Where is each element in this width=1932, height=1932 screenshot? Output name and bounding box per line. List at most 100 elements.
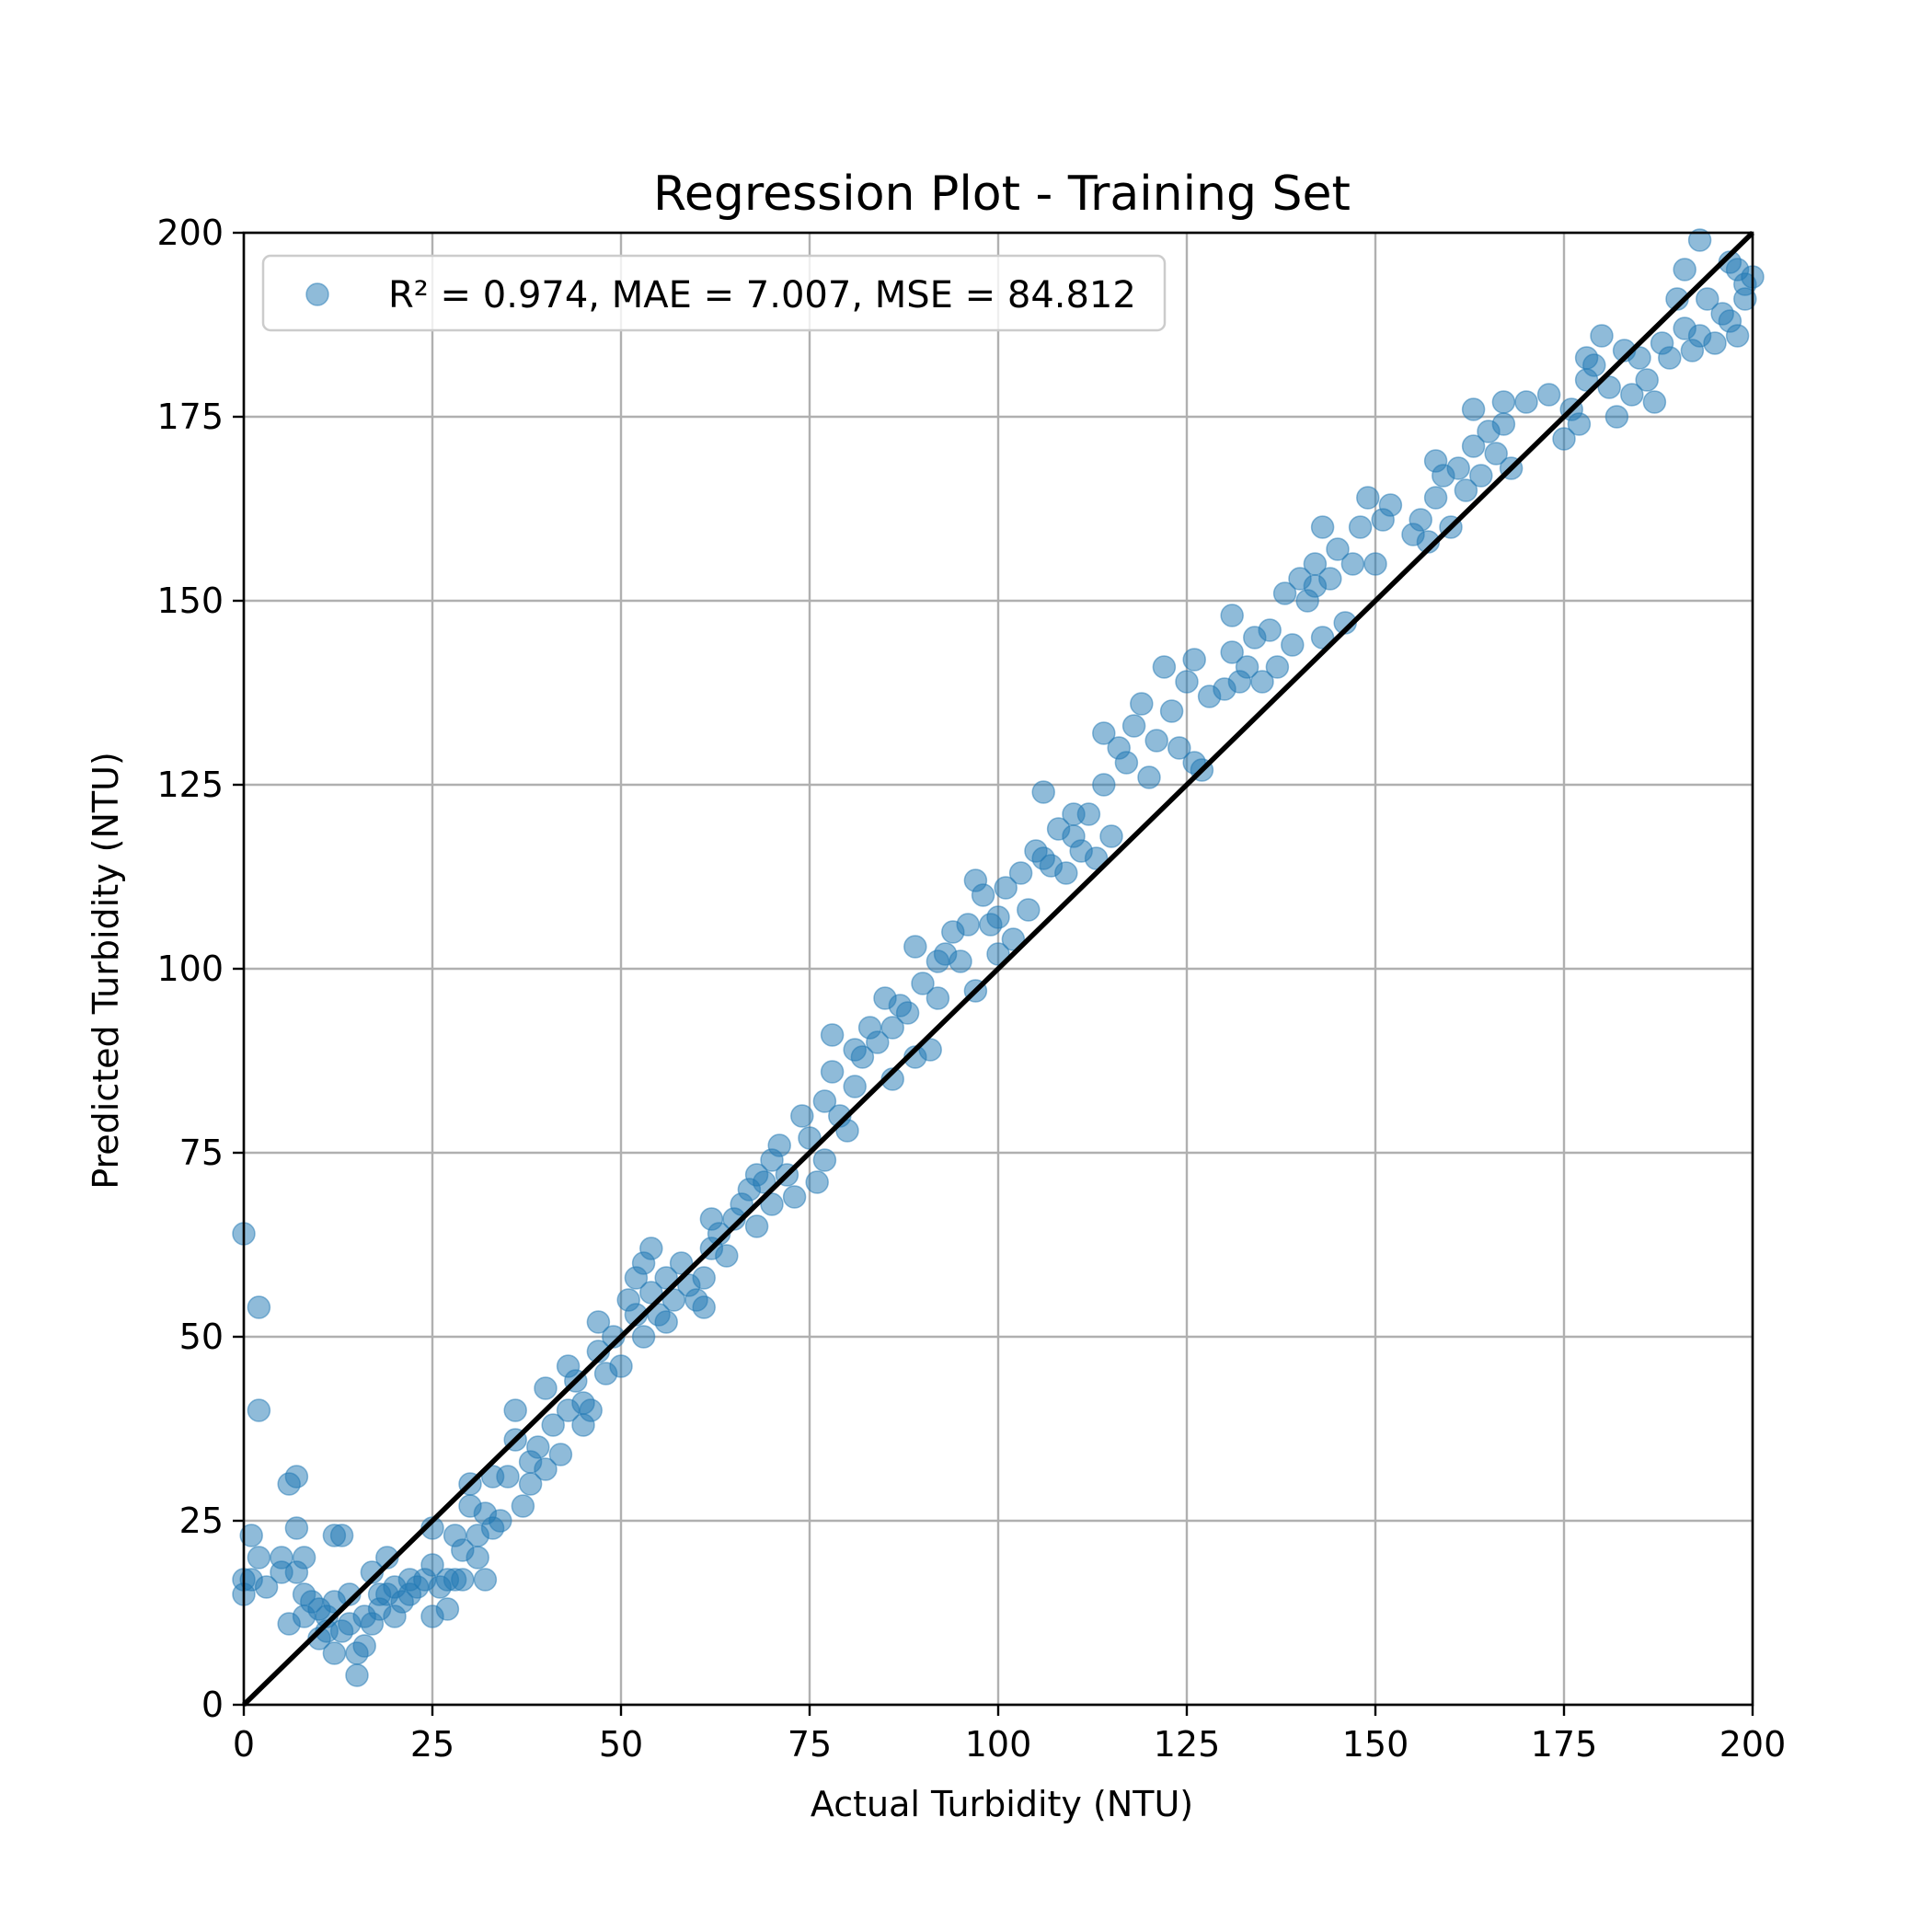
- data-point: [1137, 765, 1161, 789]
- data-point: [949, 949, 972, 973]
- data-point: [895, 1001, 920, 1025]
- data-point: [254, 1575, 279, 1599]
- data-point: [247, 1546, 271, 1570]
- x-tick-label: 200: [1719, 1724, 1787, 1765]
- data-point: [1167, 736, 1191, 760]
- legend-box: [261, 254, 1167, 332]
- data-point: [812, 1089, 837, 1113]
- data-point: [1092, 773, 1116, 797]
- data-point: [609, 1354, 633, 1378]
- data-point: [715, 1244, 739, 1268]
- data-point: [1703, 331, 1727, 355]
- data-point: [639, 1236, 663, 1260]
- data-point: [239, 1524, 263, 1547]
- data-point: [1159, 699, 1184, 723]
- data-point: [1258, 618, 1282, 642]
- data-point: [435, 1597, 460, 1621]
- data-point: [496, 1465, 520, 1489]
- data-point: [1017, 898, 1041, 922]
- y-tick-label: 175: [156, 397, 224, 437]
- data-point: [805, 1170, 829, 1194]
- data-point: [1423, 486, 1448, 510]
- y-tick-label: 100: [156, 949, 224, 989]
- data-point: [1054, 861, 1078, 885]
- data-point: [1031, 780, 1055, 804]
- data-point: [1272, 581, 1297, 605]
- data-point: [1099, 824, 1123, 848]
- data-point: [473, 1568, 498, 1592]
- data-point: [1461, 397, 1486, 421]
- data-point: [1220, 604, 1244, 627]
- data-point: [1673, 258, 1696, 282]
- data-point: [835, 1119, 859, 1143]
- data-point: [866, 1030, 890, 1054]
- data-point: [1604, 405, 1629, 429]
- legend-label: R² = 0.974, MAE = 7.007, MSE = 84.812: [388, 274, 1136, 316]
- data-point: [1567, 412, 1592, 436]
- data-point: [692, 1295, 716, 1319]
- data-point: [1409, 508, 1432, 532]
- data-point: [1363, 552, 1387, 576]
- data-point: [956, 913, 980, 937]
- data-point: [1590, 324, 1614, 348]
- data-point: [669, 1251, 694, 1275]
- data-point: [451, 1568, 475, 1592]
- y-tick-label: 50: [179, 1317, 224, 1357]
- data-point: [1182, 648, 1206, 672]
- data-point: [1469, 464, 1493, 488]
- data-point: [639, 1281, 663, 1305]
- data-point: [760, 1192, 784, 1216]
- data-point: [1130, 692, 1154, 716]
- data-point: [284, 1465, 309, 1489]
- data-point: [284, 1516, 309, 1540]
- data-point: [1114, 751, 1139, 775]
- data-point: [511, 1494, 535, 1518]
- data-point: [1144, 729, 1168, 753]
- data-point: [1461, 434, 1486, 458]
- x-tick-label: 0: [233, 1724, 255, 1765]
- data-point: [918, 1038, 942, 1062]
- data-point: [1446, 456, 1470, 480]
- data-point: [1008, 861, 1033, 885]
- data-point: [1152, 655, 1177, 679]
- y-axis-title: Predicted Turbidity (NTU): [86, 752, 126, 1190]
- y-tick-label: 0: [201, 1685, 224, 1725]
- data-point: [1454, 478, 1478, 502]
- data-point: [880, 1016, 904, 1040]
- data-point: [812, 1148, 837, 1172]
- data-point: [1175, 670, 1199, 694]
- data-point: [1001, 927, 1026, 951]
- data-point: [534, 1457, 558, 1481]
- data-point: [1310, 515, 1335, 539]
- data-point: [798, 1126, 822, 1150]
- data-point: [926, 986, 950, 1010]
- data-point: [1536, 383, 1561, 407]
- x-tick-label: 25: [410, 1724, 454, 1765]
- data-point: [692, 1266, 716, 1290]
- y-tick-label: 75: [179, 1133, 224, 1173]
- data-point: [1378, 493, 1403, 517]
- x-tick-label: 175: [1531, 1724, 1598, 1765]
- data-point: [971, 883, 995, 907]
- data-point: [850, 1045, 875, 1069]
- reference-line-y-equals-x: [242, 231, 1754, 1707]
- data-point: [1582, 353, 1606, 377]
- data-point: [1658, 346, 1682, 370]
- data-point: [322, 1641, 347, 1665]
- data-point: [534, 1376, 558, 1400]
- data-point: [1733, 287, 1757, 311]
- data-point: [1484, 442, 1508, 466]
- data-point: [247, 1295, 271, 1319]
- data-point: [292, 1546, 316, 1570]
- y-tick-label: 200: [156, 213, 224, 253]
- y-tick-label: 125: [156, 765, 224, 805]
- data-point: [466, 1546, 489, 1570]
- x-tick-label: 50: [599, 1724, 643, 1765]
- data-point: [1250, 670, 1274, 694]
- data-point: [1627, 346, 1651, 370]
- data-point: [903, 935, 927, 959]
- data-point: [1235, 655, 1259, 679]
- data-point: [654, 1266, 678, 1290]
- data-point: [1491, 390, 1516, 414]
